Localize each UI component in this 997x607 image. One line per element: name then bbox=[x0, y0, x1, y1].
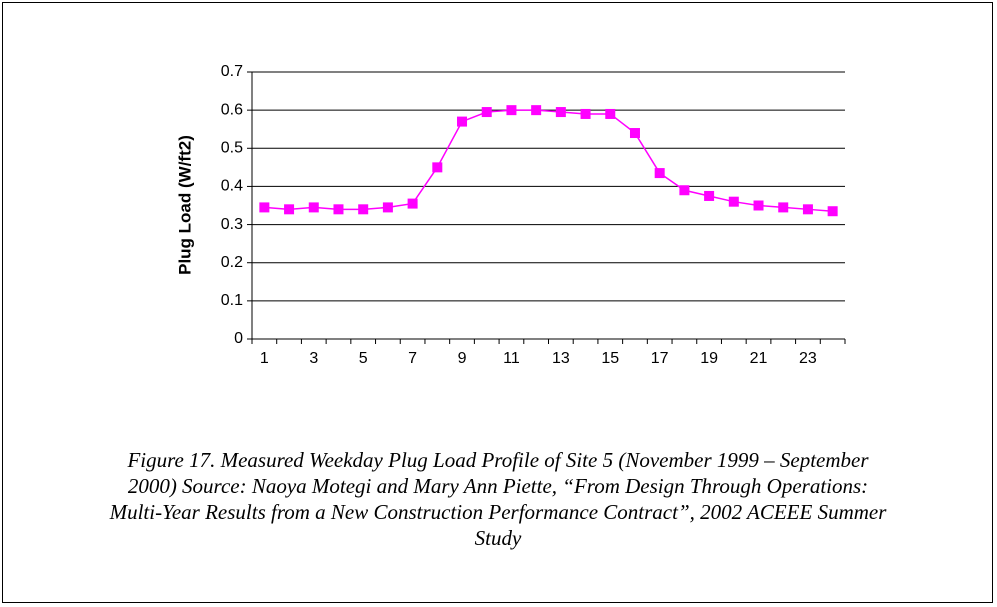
y-tick-label: 0.1 bbox=[221, 292, 243, 309]
marker bbox=[778, 202, 789, 213]
marker bbox=[481, 107, 492, 118]
marker bbox=[506, 105, 517, 116]
marker bbox=[802, 204, 813, 215]
marker bbox=[605, 108, 616, 119]
y-tick-label: 0.7 bbox=[221, 63, 243, 80]
x-tick-label: 13 bbox=[552, 350, 570, 367]
x-tick-label: 7 bbox=[408, 350, 417, 367]
marker bbox=[728, 196, 739, 207]
y-tick-label: 0.2 bbox=[221, 254, 243, 271]
marker bbox=[333, 204, 344, 215]
x-tick-label: 9 bbox=[458, 350, 467, 367]
y-tick-label: 0.5 bbox=[221, 140, 243, 157]
series-line bbox=[264, 109, 833, 212]
marker bbox=[753, 200, 764, 211]
y-tick-label: 0.3 bbox=[221, 216, 243, 233]
x-tick-label: 11 bbox=[503, 350, 520, 367]
marker bbox=[382, 202, 393, 213]
marker bbox=[580, 108, 591, 119]
marker bbox=[432, 162, 443, 173]
marker bbox=[531, 105, 542, 116]
x-tick-label: 1 bbox=[260, 350, 269, 367]
marker bbox=[704, 190, 715, 201]
marker bbox=[679, 185, 690, 196]
y-tick-label: 0.6 bbox=[221, 101, 243, 118]
marker bbox=[284, 204, 295, 215]
caption: Figure 17. Measured Weekday Plug Load Pr… bbox=[109, 448, 887, 550]
marker bbox=[259, 202, 270, 213]
x-tick-label: 5 bbox=[359, 350, 368, 367]
marker bbox=[827, 206, 838, 217]
marker bbox=[555, 107, 566, 118]
x-tick-label: 15 bbox=[601, 350, 619, 367]
x-tick-label: 17 bbox=[651, 350, 669, 367]
x-tick-label: 3 bbox=[309, 350, 318, 367]
x-tick-label: 19 bbox=[700, 350, 718, 367]
marker bbox=[308, 202, 319, 213]
y-axis-label: Plug Load (W/ft2) bbox=[175, 135, 194, 275]
marker bbox=[358, 204, 369, 215]
marker bbox=[457, 116, 468, 127]
x-tick-label: 23 bbox=[799, 350, 817, 367]
y-tick-label: 0 bbox=[234, 330, 243, 347]
marker bbox=[629, 128, 640, 139]
x-tick-label: 21 bbox=[750, 350, 768, 367]
marker bbox=[407, 198, 418, 209]
y-tick-label: 0.4 bbox=[221, 178, 243, 195]
marker bbox=[654, 168, 665, 179]
